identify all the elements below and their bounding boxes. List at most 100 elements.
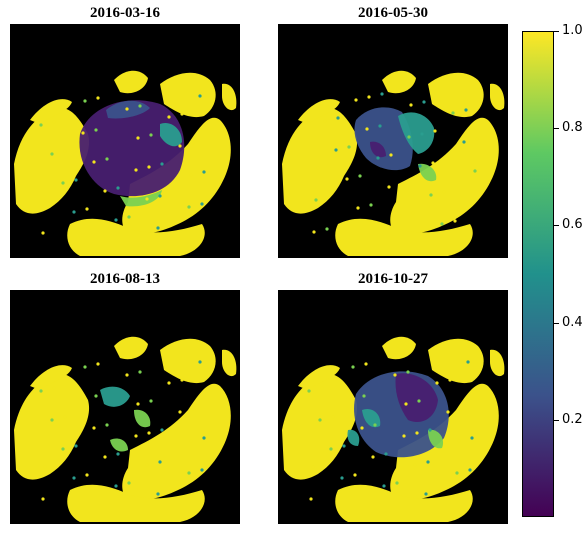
speckle bbox=[406, 370, 410, 374]
speckle bbox=[125, 107, 129, 111]
speckle bbox=[114, 218, 118, 222]
speckle bbox=[63, 415, 67, 419]
landmass bbox=[282, 108, 358, 214]
landmass bbox=[390, 117, 499, 235]
speckle bbox=[473, 169, 477, 173]
speckle bbox=[307, 389, 311, 393]
landmass bbox=[122, 383, 231, 501]
speckle bbox=[198, 94, 202, 98]
speckle bbox=[39, 123, 43, 127]
speckle bbox=[413, 463, 417, 467]
speckle bbox=[457, 439, 461, 443]
landmass bbox=[298, 99, 340, 124]
speckle bbox=[125, 373, 129, 377]
speckle bbox=[149, 399, 153, 403]
speckle bbox=[191, 141, 195, 145]
colorbar-tick bbox=[554, 420, 559, 421]
speckle bbox=[127, 481, 131, 485]
ice-patch bbox=[398, 112, 435, 154]
speckle bbox=[316, 166, 320, 170]
speckle bbox=[85, 473, 89, 477]
speckle bbox=[136, 136, 140, 140]
speckle bbox=[431, 161, 435, 165]
speckle bbox=[420, 132, 424, 136]
speckle bbox=[387, 185, 391, 189]
speckle bbox=[471, 201, 475, 205]
speckle bbox=[340, 476, 344, 480]
speckle bbox=[50, 418, 54, 422]
speckle bbox=[382, 484, 386, 488]
panel-title-2: 2016-05-30 bbox=[358, 5, 428, 21]
speckle bbox=[169, 223, 173, 227]
speckle bbox=[74, 444, 78, 448]
speckle bbox=[395, 481, 399, 485]
speckle bbox=[367, 95, 371, 99]
landmass bbox=[428, 72, 484, 118]
speckle bbox=[43, 199, 47, 203]
ice-patch bbox=[160, 122, 182, 147]
speckle bbox=[378, 124, 382, 128]
ice-patch bbox=[418, 163, 437, 182]
speckle bbox=[94, 128, 98, 132]
speckle bbox=[187, 471, 191, 475]
speckle bbox=[468, 468, 472, 472]
speckle bbox=[178, 144, 182, 148]
speckle bbox=[147, 431, 151, 435]
speckle bbox=[43, 465, 47, 469]
speckle bbox=[451, 111, 455, 115]
panel-title-1: 2016-03-16 bbox=[90, 5, 160, 21]
speckle bbox=[147, 165, 151, 169]
landmass bbox=[30, 99, 72, 124]
speckle bbox=[446, 410, 450, 414]
speckle bbox=[72, 210, 76, 214]
landmass bbox=[382, 70, 416, 94]
speckle bbox=[369, 203, 373, 207]
speckle bbox=[331, 415, 335, 419]
speckle bbox=[63, 149, 67, 153]
speckle bbox=[320, 386, 324, 390]
ice-patch bbox=[362, 408, 381, 428]
speckle bbox=[134, 434, 138, 438]
speckle bbox=[453, 219, 457, 223]
speckle bbox=[167, 115, 171, 119]
speckle bbox=[389, 153, 393, 157]
speckle bbox=[323, 119, 327, 123]
speckle bbox=[160, 162, 164, 166]
speckle bbox=[116, 452, 120, 456]
speckle bbox=[380, 92, 384, 96]
ice-patch bbox=[395, 373, 438, 422]
speckle bbox=[334, 148, 338, 152]
speckle bbox=[318, 418, 322, 422]
speckle bbox=[156, 226, 160, 230]
colorbar-tick bbox=[554, 225, 559, 226]
ice-patch bbox=[354, 107, 413, 171]
speckle bbox=[61, 181, 65, 185]
speckle bbox=[167, 381, 171, 385]
speckle bbox=[459, 407, 463, 411]
ice-patch bbox=[100, 386, 130, 407]
speckle bbox=[426, 460, 430, 464]
speckle bbox=[351, 365, 355, 369]
map-panel-3 bbox=[10, 290, 240, 524]
speckle bbox=[158, 194, 162, 198]
speckle bbox=[448, 378, 452, 382]
polar-map-1 bbox=[14, 70, 237, 256]
colorbar-tick-label: 0.2 bbox=[562, 412, 583, 427]
landmass bbox=[490, 83, 505, 111]
speckle bbox=[309, 497, 313, 501]
landmass bbox=[222, 349, 237, 377]
speckle bbox=[384, 452, 388, 456]
speckle bbox=[52, 386, 56, 390]
speckle bbox=[149, 133, 153, 137]
speckle bbox=[72, 476, 76, 480]
landmass bbox=[30, 365, 72, 390]
landmass bbox=[335, 218, 473, 256]
ice-patch bbox=[110, 438, 128, 452]
speckle bbox=[180, 378, 184, 382]
speckle bbox=[360, 426, 364, 430]
polar-map-4 bbox=[282, 336, 505, 522]
landmass bbox=[390, 383, 499, 501]
speckle bbox=[138, 370, 142, 374]
speckle bbox=[365, 127, 369, 131]
landmass bbox=[114, 70, 148, 94]
